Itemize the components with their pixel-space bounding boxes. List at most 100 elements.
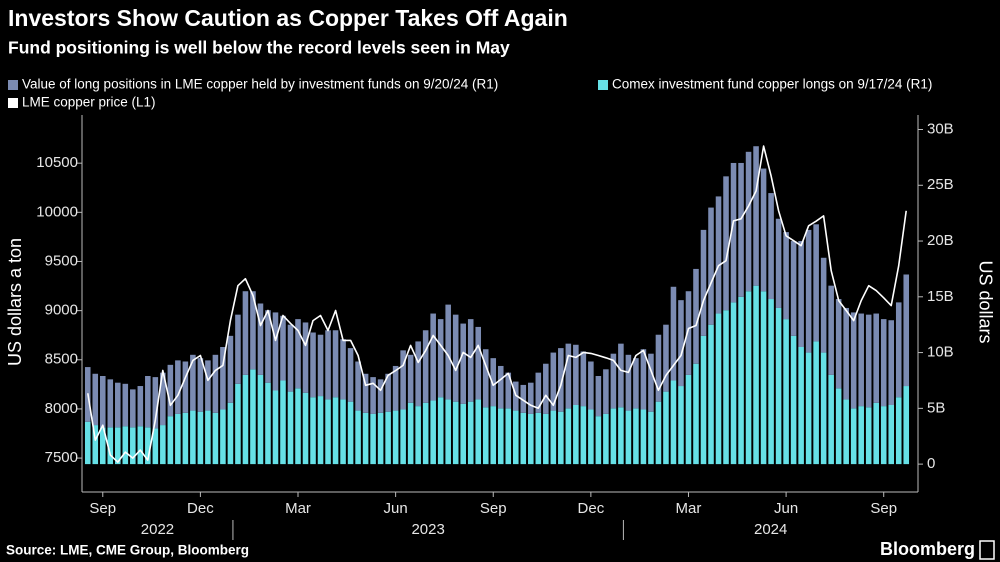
bar <box>99 376 106 428</box>
bar <box>130 427 136 465</box>
bar <box>880 406 887 465</box>
bar <box>550 352 557 411</box>
bar <box>167 416 174 465</box>
bar <box>505 372 512 409</box>
y2-tick-label: 0 <box>927 455 935 472</box>
bar <box>528 382 534 414</box>
bar <box>182 412 189 465</box>
bar <box>467 319 474 402</box>
bar <box>175 413 181 465</box>
bar <box>137 426 144 465</box>
bar <box>670 380 677 465</box>
bar <box>197 358 204 412</box>
bar <box>663 391 669 465</box>
bar <box>730 302 737 465</box>
bar <box>873 313 879 403</box>
bar <box>873 402 879 465</box>
bar <box>813 224 819 342</box>
bar <box>835 388 842 465</box>
bar <box>505 408 512 465</box>
bar <box>280 380 286 465</box>
bar <box>190 354 196 411</box>
bar <box>700 229 707 336</box>
bar <box>648 411 654 465</box>
bar <box>850 312 857 409</box>
bar <box>573 344 579 405</box>
bar <box>355 361 361 411</box>
bar <box>317 334 324 397</box>
bar <box>610 353 617 409</box>
y-tick-label: 8000 <box>45 400 78 417</box>
bar <box>115 427 121 465</box>
bar <box>790 335 797 465</box>
bar <box>603 413 609 465</box>
x-tick-label: Dec <box>578 500 605 517</box>
bar <box>490 406 497 465</box>
bar <box>865 314 872 408</box>
y2-tick-label: 25B <box>927 176 954 193</box>
bar <box>595 416 602 465</box>
x-tick-label: Sep <box>480 500 507 517</box>
bar <box>482 349 489 408</box>
y-tick-label: 9000 <box>45 302 78 319</box>
bar <box>385 411 391 465</box>
bar <box>805 229 812 353</box>
bar <box>580 406 587 465</box>
bar <box>678 386 684 465</box>
brand-logo: Bloomberg <box>880 539 975 559</box>
bar <box>835 299 842 389</box>
bar <box>618 343 624 408</box>
y-axis-title: US dollars a ton <box>5 238 25 366</box>
bar <box>430 313 436 401</box>
legend-label: Comex investment fund copper longs on 9/… <box>612 77 932 92</box>
bar <box>137 386 144 427</box>
bar <box>175 360 181 414</box>
bar <box>625 354 632 411</box>
bar <box>708 207 714 325</box>
x-tick-label: Sep <box>89 500 116 517</box>
bar <box>385 373 391 412</box>
bar <box>640 349 647 410</box>
bar <box>332 397 339 465</box>
year-label: 2022 <box>141 521 174 538</box>
bar <box>287 391 294 465</box>
bar <box>497 365 504 409</box>
bar <box>550 410 557 465</box>
bar <box>272 312 279 391</box>
bar <box>340 339 346 400</box>
bar <box>775 307 782 465</box>
bar <box>633 358 639 409</box>
bar <box>415 406 421 465</box>
bar <box>182 361 189 413</box>
bar <box>370 413 376 465</box>
bar <box>355 410 361 465</box>
bar <box>460 323 466 404</box>
bar <box>715 196 722 314</box>
bar <box>220 347 226 410</box>
bar <box>265 382 271 465</box>
bar <box>888 405 895 465</box>
bar <box>775 218 782 308</box>
y-tick-label: 7500 <box>45 449 78 466</box>
bar <box>92 425 99 465</box>
bar <box>437 397 444 465</box>
bar <box>347 401 354 465</box>
bar <box>482 407 489 465</box>
bar <box>858 313 864 407</box>
bar <box>422 402 429 465</box>
y2-axis-title: US dollars <box>975 260 995 343</box>
bar <box>212 412 219 465</box>
bar <box>828 374 834 465</box>
bar <box>820 257 827 353</box>
bar <box>693 363 699 465</box>
bar <box>753 285 759 465</box>
legend-label: LME copper price (L1) <box>22 95 156 110</box>
bar <box>573 405 579 465</box>
bar <box>813 341 819 465</box>
bar <box>497 408 504 465</box>
bar <box>407 402 414 465</box>
bar <box>212 354 219 413</box>
bar <box>272 390 279 465</box>
bar <box>798 241 804 347</box>
